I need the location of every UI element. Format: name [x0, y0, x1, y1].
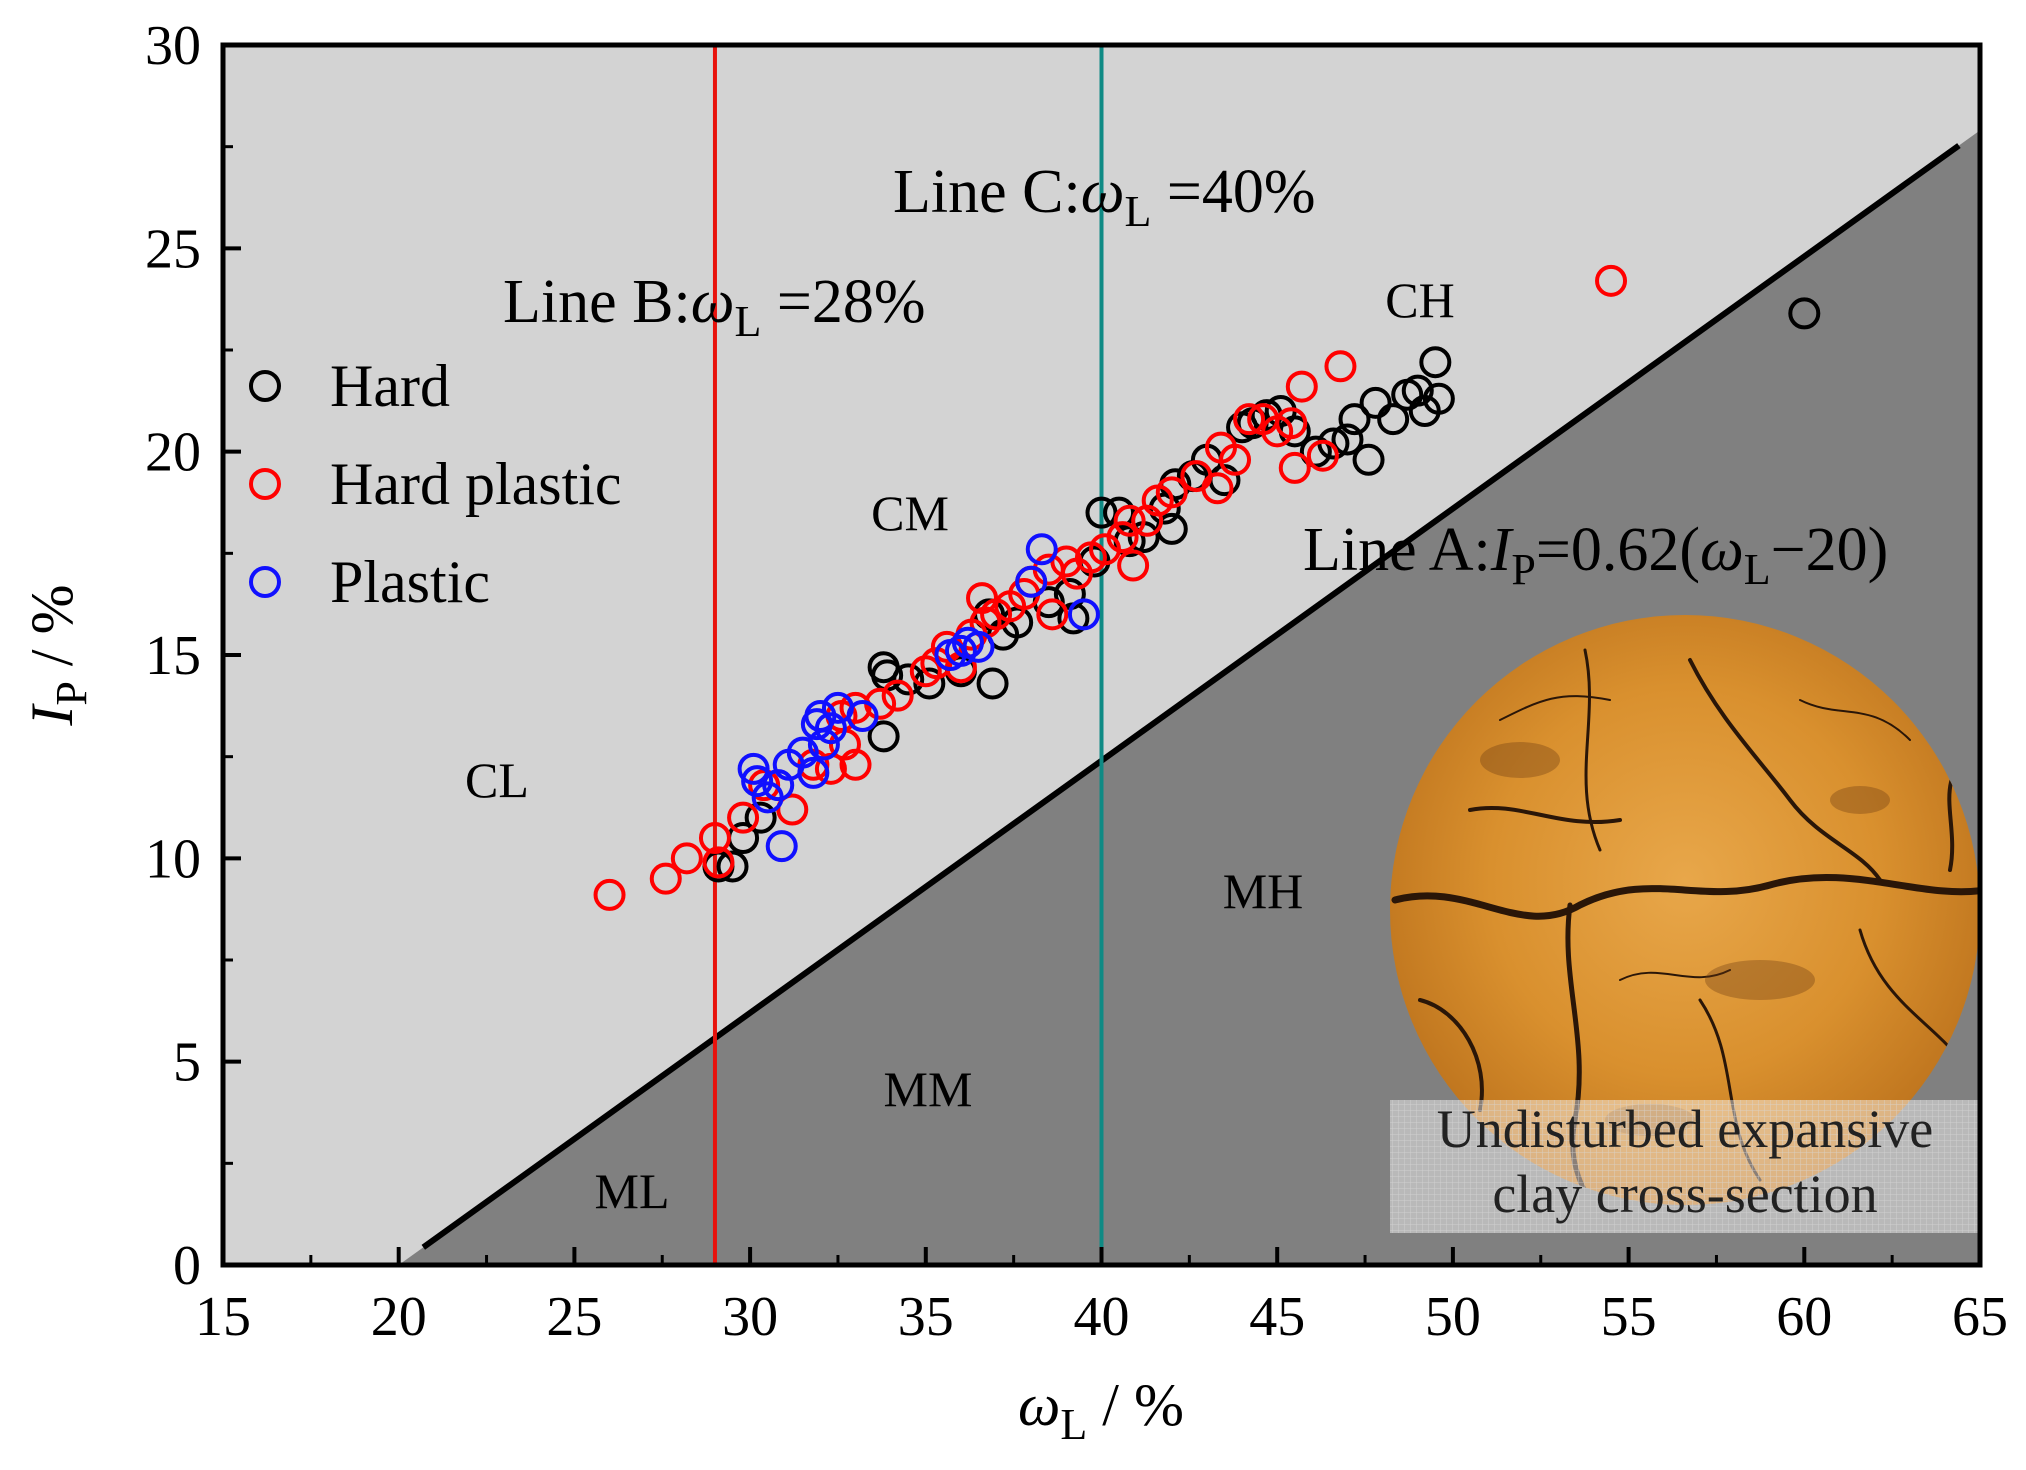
point-hard-41	[1401, 374, 1434, 407]
line-a-label: Line A:IP=0.62(ωL−20)	[1303, 516, 1888, 594]
x-tick-label-35: 35	[898, 1286, 954, 1348]
x-tick-label-50: 50	[1425, 1286, 1481, 1348]
x-tick-label-65: 65	[1952, 1286, 2008, 1348]
point-plastic-20	[1067, 598, 1100, 631]
point-hard-plastic-35	[1117, 549, 1150, 582]
legend-label-hard: Hard	[330, 353, 450, 419]
point-hard-38	[1359, 386, 1392, 419]
point-hard-plastic-42	[1219, 443, 1252, 476]
y-tick-label-20: 20	[145, 422, 201, 484]
point-hard-plastic-38	[1155, 476, 1188, 509]
x-tick-label-25: 25	[546, 1286, 602, 1348]
region-label-ch: CH	[1385, 272, 1454, 328]
point-hard-plastic-13	[839, 691, 872, 724]
point-hard-43	[1419, 346, 1452, 379]
point-hard-plastic-4	[702, 846, 735, 879]
point-hard-45	[1788, 297, 1821, 330]
point-hard-plastic-49	[1306, 439, 1339, 472]
point-hard-39	[1377, 403, 1410, 436]
point-hard-plastic-28	[1036, 598, 1069, 631]
point-plastic-17	[962, 630, 995, 663]
point-hard-plastic-50	[1324, 350, 1357, 383]
x-tick-label-15: 15	[195, 1286, 251, 1348]
region-label-ml: ML	[595, 1163, 670, 1219]
line-a	[421, 143, 1961, 1250]
region-label-cm: CM	[871, 485, 949, 541]
clay-inset-photo	[1390, 615, 1980, 1233]
y-tick-label-30: 30	[145, 15, 201, 77]
data-points	[593, 264, 1821, 911]
point-hard-3	[744, 801, 777, 834]
point-hard-plastic-1	[649, 862, 682, 895]
point-hard-plastic-5	[727, 801, 760, 834]
y-tick-label-10: 10	[145, 828, 201, 890]
y-tick-label-5: 5	[173, 1032, 201, 1094]
legend: Hard Hard plastic Plastic	[249, 353, 622, 615]
point-plastic-1	[741, 765, 774, 798]
point-hard-plastic-46	[1275, 407, 1308, 440]
point-hard-plastic-11	[839, 748, 872, 781]
x-tick-label-40: 40	[1074, 1286, 1130, 1348]
point-hard-44	[1422, 382, 1455, 415]
point-hard-13	[1001, 606, 1034, 639]
point-hard-plastic-48	[1285, 370, 1318, 403]
legend-label-hard-plastic: Hard plastic	[330, 451, 622, 517]
point-hard-4	[867, 720, 900, 753]
point-plastic-18	[1015, 565, 1048, 598]
point-hard-plastic-15	[881, 679, 914, 712]
y-tick-label-15: 15	[145, 625, 201, 687]
point-hard-35	[1331, 423, 1364, 456]
inset-caption-line2: clay cross-section	[1492, 1164, 1877, 1224]
point-plastic-10	[807, 728, 840, 761]
point-hard-6	[867, 651, 900, 684]
x-axis: 15 20 25 30 35 40 45 50 55 60 65	[195, 1247, 2008, 1348]
x-tick-label-30: 30	[722, 1286, 778, 1348]
point-hard-37	[1352, 443, 1385, 476]
legend-marker-hard-plastic	[249, 468, 281, 500]
y-axis-title: IP / %	[19, 584, 96, 726]
x-tick-label-20: 20	[371, 1286, 427, 1348]
x-axis-title: ωL / %	[1018, 1372, 1184, 1449]
point-hard-plastic-43	[1233, 403, 1266, 436]
region-label-mh: MH	[1223, 863, 1304, 919]
point-plastic-4	[765, 830, 798, 863]
x-tick-label-45: 45	[1249, 1286, 1305, 1348]
inset-caption-line1: Undisturbed expansive	[1437, 1099, 1933, 1159]
point-plastic-0	[737, 752, 770, 785]
point-hard-10	[976, 667, 1009, 700]
point-hard-8	[913, 667, 946, 700]
point-hard-plastic-0	[593, 878, 626, 911]
y-tick-label-0: 0	[173, 1235, 201, 1297]
region-label-mm: MM	[884, 1061, 973, 1117]
y-axis: 0 5 10 15 20 25 30	[145, 15, 241, 1297]
point-hard-plastic-40	[1201, 472, 1234, 505]
point-hard-plastic-2	[670, 842, 703, 875]
point-hard-plastic-33	[1106, 521, 1139, 554]
point-hard-plastic-7	[776, 793, 809, 826]
y-tick-label-25: 25	[145, 218, 201, 280]
x-tick-label-60: 60	[1776, 1286, 1832, 1348]
x-tick-label-55: 55	[1601, 1286, 1657, 1348]
point-plastic-11	[814, 712, 847, 745]
legend-marker-hard	[249, 370, 281, 402]
region-label-cl: CL	[465, 752, 529, 808]
point-plastic-19	[1025, 533, 1058, 566]
legend-marker-plastic	[249, 566, 281, 598]
point-hard-18	[1085, 496, 1118, 529]
line-c-label: Line C:ωL =40%	[893, 158, 1316, 236]
point-plastic-15	[944, 634, 977, 667]
legend-label-plastic: Plastic	[330, 549, 490, 615]
point-hard-1	[716, 850, 749, 883]
point-hard-plastic-51	[1595, 264, 1628, 297]
line-b-label: Line B:ωL =28%	[503, 268, 926, 346]
point-hard-plastic-34	[1113, 504, 1146, 537]
point-hard-plastic-3	[698, 822, 731, 854]
point-hard-36	[1338, 403, 1371, 436]
point-hard-7	[892, 663, 925, 696]
point-hard-plastic-47	[1278, 451, 1311, 484]
point-plastic-13	[846, 700, 879, 732]
point-plastic-7	[797, 756, 830, 789]
